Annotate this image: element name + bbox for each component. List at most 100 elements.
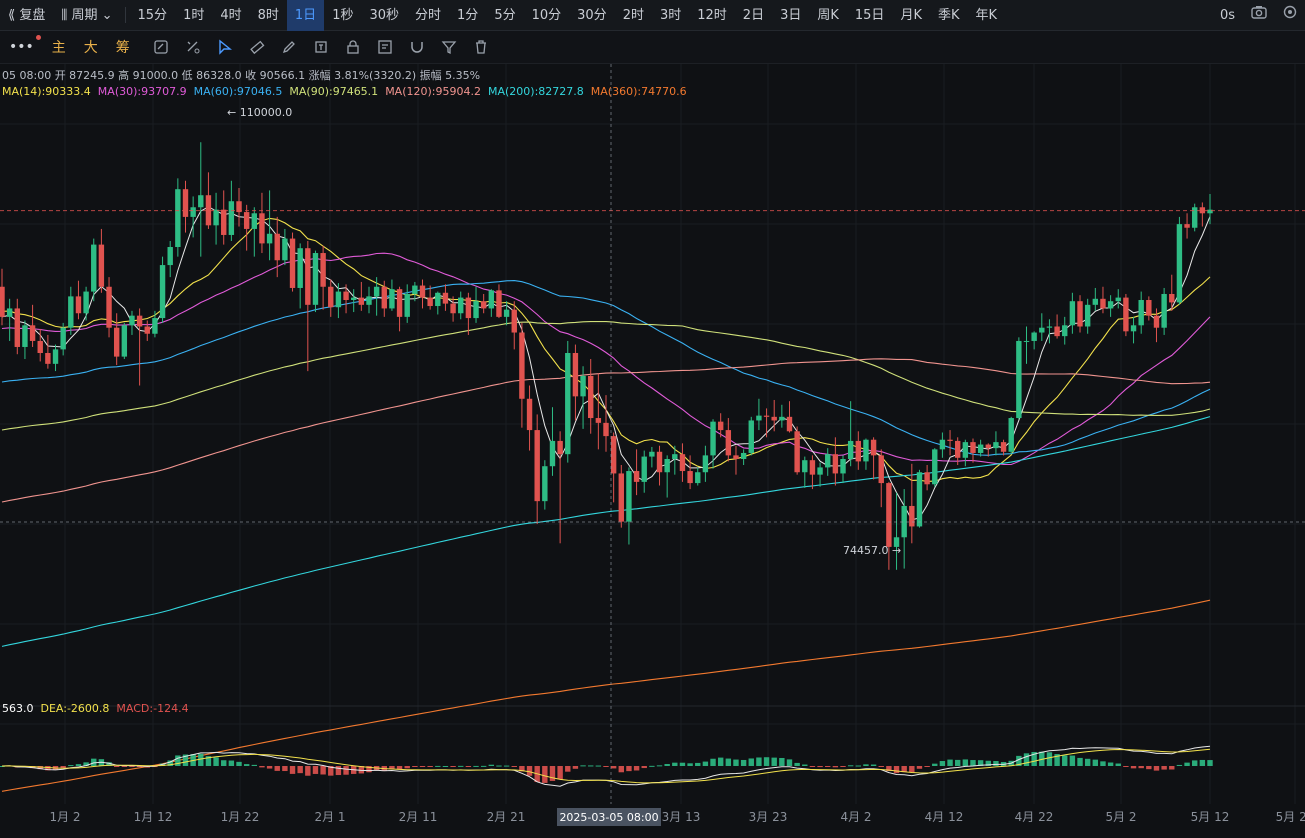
interval-month[interactable]: 月K [900, 7, 922, 23]
divider [124, 7, 126, 23]
candle-body [335, 291, 342, 308]
candle-body [1169, 293, 1175, 303]
camera-icon[interactable] [1243, 0, 1275, 31]
interval-year[interactable]: 年K [975, 7, 998, 23]
macd-histogram-bar [1031, 751, 1037, 766]
macd-histogram-bar [1184, 762, 1190, 766]
x-axis-label: 2月 1 [314, 810, 345, 824]
candle-body [305, 248, 311, 305]
interval-1s[interactable]: 1秒 [332, 7, 354, 23]
note-icon[interactable] [377, 39, 393, 55]
macd-histogram-bar [458, 765, 464, 767]
eraser-icon[interactable] [185, 39, 201, 55]
candle-body [1039, 327, 1045, 333]
interval-15m[interactable]: 15分 [137, 7, 168, 23]
macd-histogram-bar [442, 765, 449, 767]
candle-body [1069, 301, 1076, 326]
replay-button[interactable]: ⟪ 复盘 [8, 7, 46, 23]
candle-body [6, 308, 13, 317]
candle-body [412, 285, 418, 294]
macd-histogram-bar [37, 766, 43, 770]
macd-histogram-bar [1123, 766, 1129, 767]
chart-tab-2[interactable]: 筹 [115, 40, 130, 56]
candle-body [473, 301, 479, 319]
macd-histogram-bar [733, 759, 739, 766]
interval-8h[interactable]: 8时 [257, 7, 279, 23]
pen-icon[interactable] [281, 39, 297, 55]
candle-body [1008, 418, 1014, 452]
candle-body [916, 472, 923, 527]
interval-1d[interactable]: 1日 [286, 0, 325, 31]
macd-histogram-bar [756, 757, 762, 766]
macd-histogram-bar [924, 766, 930, 767]
candle-body [381, 286, 387, 309]
interval-timeshare[interactable]: 分时 [415, 7, 442, 23]
x-axis-label: 1月 12 [134, 810, 173, 824]
x-axis-label: 1月 2 [49, 810, 80, 824]
interval-1m[interactable]: 1分 [457, 7, 479, 23]
more-button[interactable]: ••• [0, 35, 43, 55]
interval-1h[interactable]: 1时 [183, 7, 205, 23]
macd-histogram-bar [1199, 759, 1206, 766]
macd-histogram-bar [129, 766, 135, 767]
macd-histogram-bar [1100, 761, 1106, 766]
cursor-icon[interactable] [217, 39, 233, 55]
interval-3d[interactable]: 3日 [780, 7, 802, 23]
candle-body [1031, 332, 1037, 341]
macd-histogram-bar [358, 766, 365, 774]
candle-body [1123, 297, 1129, 332]
candle-body [1084, 304, 1091, 327]
x-axis-label: 3月 23 [749, 810, 788, 824]
interval-10m[interactable]: 10分 [531, 7, 562, 23]
macd-histogram-bar [488, 764, 495, 766]
crosshair-date-bg [557, 808, 661, 826]
candle-body [878, 455, 884, 484]
ruler-icon[interactable] [249, 39, 265, 55]
macd-histogram-bar [182, 754, 189, 766]
candle-body [970, 442, 976, 453]
chart-tab-0[interactable]: 主 [51, 40, 66, 56]
interval-week[interactable]: 周K [817, 7, 839, 23]
text-icon[interactable] [313, 39, 329, 55]
candle-body [22, 325, 28, 347]
interval-30s[interactable]: 30秒 [369, 7, 400, 23]
macd-histogram-bar [396, 766, 403, 770]
lock-icon[interactable] [345, 39, 361, 55]
interval-15d[interactable]: 15日 [854, 7, 885, 23]
macd-histogram-bar [633, 766, 640, 771]
candle-body [266, 233, 273, 244]
candle-body [1016, 340, 1022, 419]
chart-tab-1[interactable]: 大 [83, 40, 98, 56]
interval-30m[interactable]: 30分 [577, 7, 607, 23]
macd-histogram-bar [1192, 760, 1198, 766]
low-annotation: 74457.0 → [843, 544, 901, 557]
candle-body [60, 327, 66, 350]
interval-2d[interactable]: 2日 [742, 7, 765, 23]
interval-12h[interactable]: 12时 [697, 7, 727, 23]
macd-histogram-bar [175, 755, 181, 766]
interval-2h[interactable]: 2时 [622, 7, 644, 23]
interval-quarter[interactable]: 季K [937, 7, 960, 23]
macd-histogram-bar [1169, 766, 1175, 770]
magnet-icon[interactable] [409, 39, 425, 55]
trash-icon[interactable] [473, 39, 489, 55]
settings-icon[interactable] [1275, 0, 1305, 31]
interval-4h[interactable]: 4时 [220, 7, 242, 23]
macd-histogram-bar [450, 766, 456, 767]
period-dropdown[interactable]: ⫼ 周期 ⌄ [61, 7, 113, 23]
macd-histogram-bar [167, 760, 173, 766]
kline-chart[interactable]: ← 110000.0 74457.0 → 1月 2 1月 12 1月 22 2月 1 2月 … [0, 64, 1305, 838]
draw-icon[interactable] [153, 39, 169, 55]
macd-histogram-bar [228, 760, 235, 766]
candle-body [427, 297, 433, 307]
interval-3h[interactable]: 3时 [659, 7, 682, 23]
candle-body [29, 325, 36, 341]
filter-icon[interactable] [441, 39, 457, 55]
candle-body [633, 471, 640, 482]
interval-5m[interactable]: 5分 [494, 7, 516, 23]
macd-histogram-bar [1146, 766, 1152, 770]
macd-histogram-bar [595, 765, 602, 767]
candle-body [542, 466, 548, 502]
high-annotation: ← 110000.0 [227, 106, 292, 119]
macd-histogram-bar [106, 762, 112, 766]
